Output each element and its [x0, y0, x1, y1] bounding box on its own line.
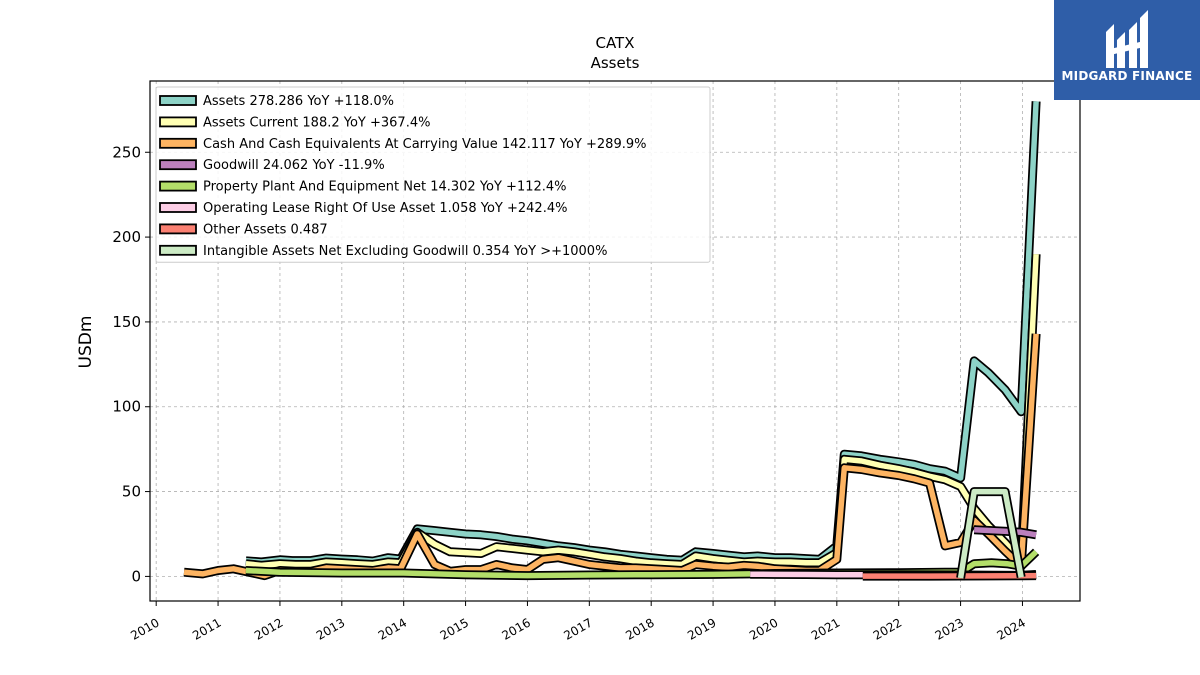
- x-tick-label: 2019: [685, 615, 718, 642]
- series-line: [245, 549, 1039, 579]
- chart-subtitle: Assets: [591, 54, 640, 72]
- legend-entry: Assets Current 188.2 YoY +367.4%: [203, 115, 430, 130]
- x-tick-label: 2012: [252, 615, 285, 642]
- y-tick-label: 50: [122, 483, 141, 501]
- legend-swatch: [159, 244, 197, 256]
- legend-swatch: [159, 159, 197, 171]
- legend-swatch: [159, 137, 197, 149]
- series-line: [974, 526, 1037, 538]
- series-line: [245, 253, 1039, 569]
- y-axis-label: USDm: [76, 316, 96, 369]
- plot-frame: [149, 80, 1081, 602]
- x-tick-label: 2017: [561, 615, 594, 642]
- x-tick-label: 2022: [871, 615, 904, 642]
- series-cash-and-cash-equivalents-at-carrying-value: [183, 333, 1041, 581]
- legend-swatch: [159, 202, 197, 213]
- y-tick-label: 100: [112, 398, 141, 416]
- series-goodwill: [973, 525, 1037, 540]
- legend-swatch: [159, 223, 197, 235]
- legend-entry: Cash And Cash Equivalents At Carrying Va…: [203, 137, 646, 152]
- legend-swatch: [159, 180, 197, 192]
- x-tick-label: 2021: [809, 615, 842, 642]
- brand-name: MIDGARD FINANCE: [1061, 69, 1193, 83]
- legend: Assets 278.286 YoY +118.0% Assets Current…: [155, 86, 711, 263]
- y-tick-label: 250: [112, 143, 141, 161]
- y-tick-label: 200: [112, 228, 141, 246]
- x-tick-label: 2024: [995, 615, 1028, 642]
- legend-swatch: [159, 116, 197, 128]
- y-tick-label: 0: [131, 567, 141, 585]
- x-tick-label: 2020: [747, 615, 780, 642]
- brand-logo: MIDGARD FINANCE: [1054, 0, 1200, 100]
- y-tick-label: 150: [112, 313, 141, 331]
- legend-box: [155, 86, 711, 263]
- legend-entry: Assets 278.286 YoY +118.0%: [203, 94, 394, 109]
- series-line: [862, 572, 1037, 579]
- series-lines: [183, 101, 1041, 581]
- x-tick-label: 2016: [499, 615, 532, 642]
- legend-entry: Goodwill 24.062 YoY -11.9%: [203, 158, 385, 173]
- legend-entry: Other Assets 0.487: [203, 222, 328, 237]
- legend-entry: Property Plant And Equipment Net 14.302 …: [203, 180, 567, 195]
- x-tick-label: 2013: [314, 615, 347, 642]
- series-property-plant-and-equipment-net: [245, 548, 1040, 581]
- series-other-assets: [862, 571, 1037, 581]
- series-line-outline: [183, 333, 1041, 581]
- legend-entry: Intangible Assets Net Excluding Goodwill…: [203, 244, 607, 259]
- x-tick-label: 2018: [623, 615, 656, 642]
- midgard-logo-icon: [1106, 10, 1148, 68]
- series-line: [957, 488, 1024, 579]
- x-tick-label: 2011: [190, 615, 223, 642]
- chart-title: CATX: [595, 34, 634, 52]
- x-tick-label: 2023: [933, 615, 966, 642]
- legend-swatch: [159, 95, 197, 106]
- x-tick-label: 2010: [128, 615, 161, 642]
- x-tick-label: 2014: [376, 615, 409, 642]
- series-intangible-assets-net-excluding-goodwill: [956, 487, 1026, 579]
- series-line: [183, 333, 1039, 579]
- series-assets-current: [245, 253, 1041, 570]
- legend-entry: Operating Lease Right Of Use Asset 1.058…: [203, 201, 567, 216]
- x-tick-label: 2015: [438, 615, 471, 642]
- series-line-outline: [245, 253, 1041, 570]
